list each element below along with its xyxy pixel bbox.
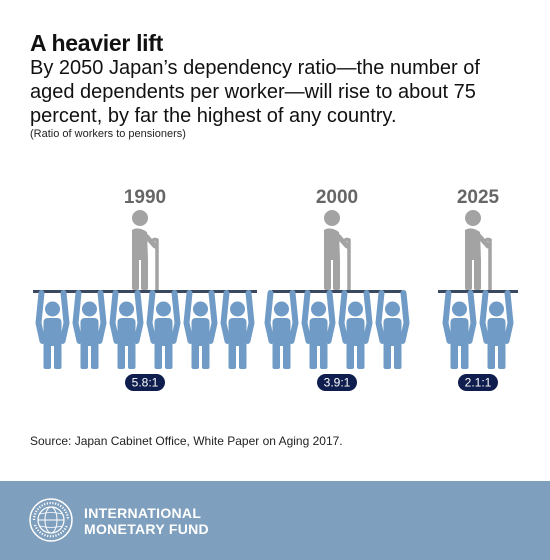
year-label-2025: 2025 <box>457 187 500 208</box>
ratio-label-2025: 2.1:1 <box>465 376 492 390</box>
worker-icon <box>338 290 373 369</box>
worker-icon <box>442 290 477 369</box>
worker-icon <box>479 290 514 369</box>
pensioner-icon <box>465 210 492 292</box>
chart-title: A heavier lift <box>30 30 163 56</box>
group-2025: 2025 2.1:1 <box>438 187 518 391</box>
unit-note: (Ratio of workers to pensioners) <box>30 128 186 140</box>
support-bar <box>438 290 518 293</box>
imf-seal-icon <box>29 498 73 542</box>
chart-subtitle: By 2050 Japan’s dependency ratio—the num… <box>30 57 480 127</box>
pictogram-chart: 1990 5.8:1 2000 3.9:1 2025 2.1:1 <box>33 187 518 391</box>
worker-icon <box>183 290 218 369</box>
imf-footer: INTERNATIONAL MONETARY FUND <box>0 481 550 560</box>
worker-icon <box>220 290 255 369</box>
ratio-label-2000: 3.9:1 <box>324 376 351 390</box>
worker-icon <box>375 290 410 369</box>
pensioner-icon <box>324 210 351 292</box>
pensioner-icon <box>132 210 159 292</box>
worker-icon <box>146 290 181 369</box>
year-label-2000: 2000 <box>316 187 358 208</box>
ratio-badge <box>317 374 357 391</box>
worker-icon <box>264 290 299 369</box>
ratio-badge <box>125 374 165 391</box>
source-note: Source: Japan Cabinet Office, White Pape… <box>30 434 343 448</box>
year-label-1990: 1990 <box>124 187 166 208</box>
ratio-label-1990: 5.8:1 <box>132 376 159 390</box>
imf-name-line2: MONETARY FUND <box>84 521 209 537</box>
imf-name-line1: INTERNATIONAL <box>84 505 202 521</box>
ratio-badge <box>458 374 498 391</box>
support-bar <box>272 290 402 293</box>
group-2000: 2000 3.9:1 <box>264 187 410 391</box>
worker-icon <box>301 290 336 369</box>
group-1990: 1990 5.8:1 <box>33 187 257 391</box>
support-bar <box>33 290 257 293</box>
worker-icon <box>72 290 107 369</box>
worker-icon <box>35 290 70 369</box>
worker-icon <box>109 290 144 369</box>
